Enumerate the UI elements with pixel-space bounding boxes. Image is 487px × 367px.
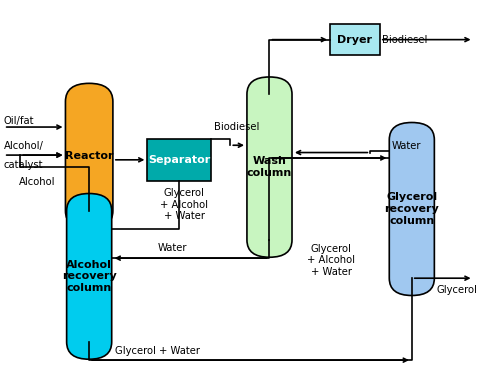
Text: Separator: Separator: [148, 155, 210, 165]
Text: Glycerol
+ Alcohol
+ Water: Glycerol + Alcohol + Water: [160, 188, 208, 221]
Text: Water: Water: [158, 243, 187, 253]
Text: Alcohol
recovery
column: Alcohol recovery column: [62, 260, 116, 293]
Text: Glycerol
recovery
column: Glycerol recovery column: [384, 192, 439, 226]
Text: Glycerol: Glycerol: [437, 286, 478, 295]
Text: Dryer: Dryer: [337, 34, 373, 45]
Text: Wash
column: Wash column: [247, 156, 292, 178]
Text: catalyst: catalyst: [4, 160, 43, 170]
Text: Glycerol
+ Alcohol
+ Water: Glycerol + Alcohol + Water: [307, 244, 355, 277]
Bar: [147, 139, 211, 181]
Text: Oil/fat: Oil/fat: [4, 116, 34, 126]
Bar: [330, 24, 380, 55]
FancyBboxPatch shape: [65, 83, 113, 229]
FancyBboxPatch shape: [389, 123, 434, 295]
Text: Reactor: Reactor: [65, 151, 113, 161]
FancyBboxPatch shape: [247, 77, 292, 257]
Text: Water: Water: [392, 141, 421, 151]
Text: Alcohol: Alcohol: [19, 177, 55, 187]
Text: Glycerol + Water: Glycerol + Water: [115, 346, 201, 356]
Text: Biodiesel: Biodiesel: [382, 34, 428, 45]
Text: Alcohol/: Alcohol/: [4, 141, 44, 152]
Text: Biodiesel: Biodiesel: [214, 121, 259, 132]
FancyBboxPatch shape: [67, 193, 112, 359]
